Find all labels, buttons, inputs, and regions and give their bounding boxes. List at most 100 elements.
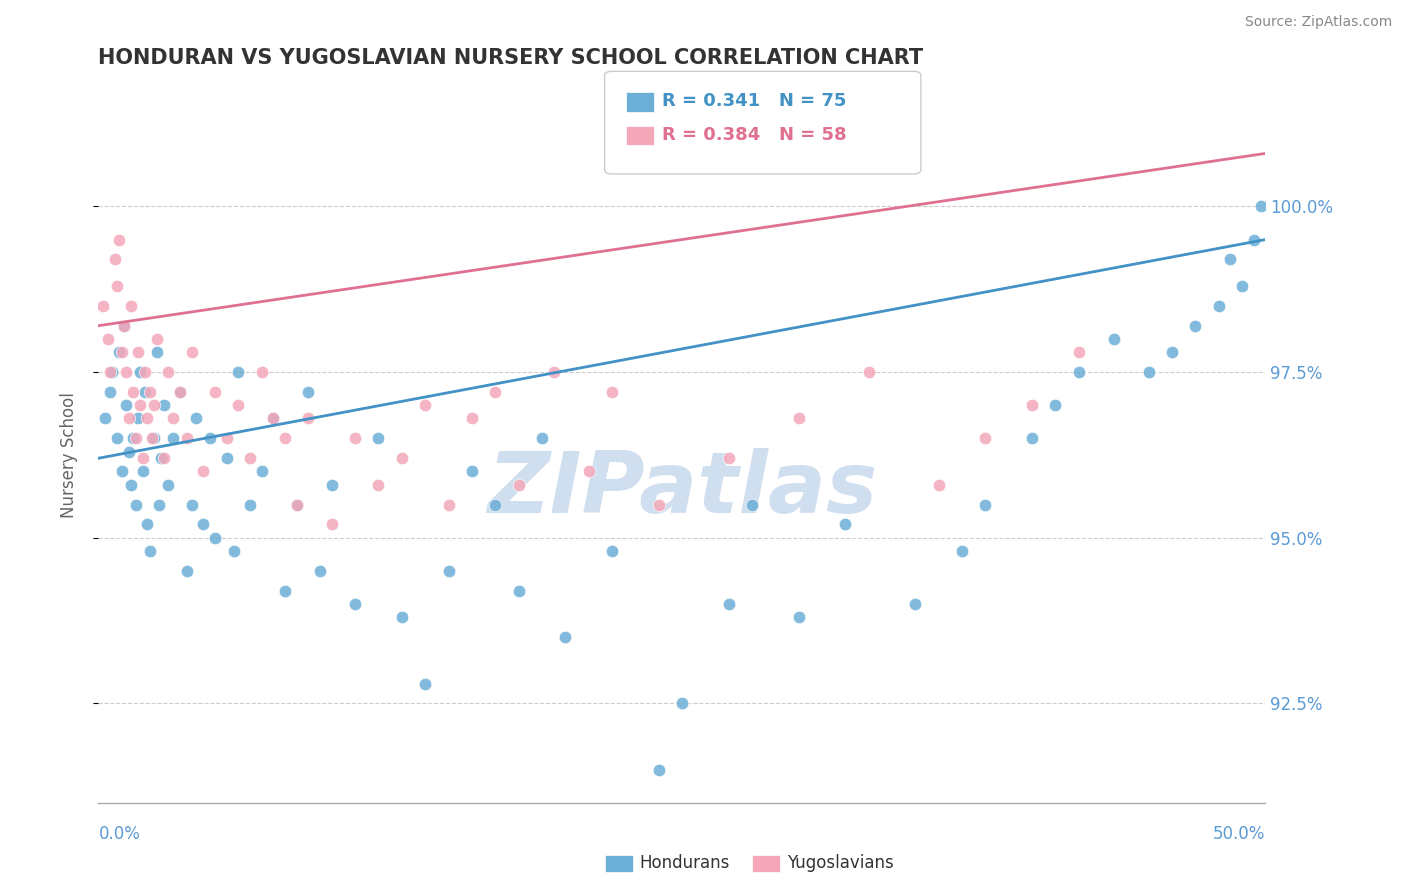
Point [215, 451, 238, 466]
Point [437, 564, 460, 578]
Point [309, 564, 332, 578]
Point [239, 451, 262, 466]
Point [600, 384, 623, 399]
Point [1250, 199, 1272, 213]
Point [122, 384, 145, 399]
Point [118, 444, 141, 458]
Point [146, 332, 169, 346]
Point [115, 365, 138, 379]
Point [974, 498, 997, 512]
Text: ZIPatlas: ZIPatlas [486, 448, 877, 532]
Point [139, 384, 162, 399]
Point [162, 431, 184, 445]
Point [413, 398, 436, 412]
Point [1102, 332, 1125, 346]
Point [215, 431, 238, 445]
Point [413, 676, 436, 690]
Point [141, 431, 163, 445]
Point [120, 299, 142, 313]
Point [274, 431, 297, 445]
Point [928, 477, 950, 491]
Point [134, 365, 156, 379]
Point [239, 498, 262, 512]
Point [120, 477, 142, 491]
Point [858, 365, 880, 379]
Point [169, 384, 191, 399]
Point [111, 345, 134, 359]
Point [578, 465, 600, 479]
Point [193, 465, 215, 479]
Point [904, 597, 927, 611]
Point [136, 517, 159, 532]
Point [146, 345, 169, 359]
Point [461, 411, 484, 425]
Y-axis label: Nursery School: Nursery School [59, 392, 77, 518]
Text: Hondurans: Hondurans [640, 855, 730, 872]
Point [484, 384, 506, 399]
Point [157, 477, 180, 491]
Point [98, 365, 121, 379]
Point [741, 498, 763, 512]
Text: HONDURAN VS YUGOSLAVIAN NURSERY SCHOOL CORRELATION CHART: HONDURAN VS YUGOSLAVIAN NURSERY SCHOOL C… [98, 48, 924, 68]
Point [200, 431, 222, 445]
Point [125, 498, 148, 512]
Point [321, 477, 343, 491]
Point [152, 398, 174, 412]
Point [834, 517, 856, 532]
Text: R = 0.341   N = 75: R = 0.341 N = 75 [662, 92, 846, 110]
Point [127, 411, 149, 425]
Point [250, 465, 273, 479]
Point [297, 384, 319, 399]
Point [391, 451, 413, 466]
Point [204, 531, 226, 545]
Point [974, 431, 997, 445]
Point [112, 318, 135, 333]
Point [787, 610, 810, 624]
Point [134, 384, 156, 399]
Point [148, 498, 170, 512]
Point [180, 498, 202, 512]
Point [647, 763, 669, 777]
Point [94, 411, 117, 425]
Point [508, 477, 530, 491]
Point [1219, 252, 1241, 267]
Point [508, 583, 530, 598]
Point [600, 544, 623, 558]
Point [297, 411, 319, 425]
Point [101, 365, 124, 379]
Point [129, 398, 152, 412]
Point [543, 365, 565, 379]
Point [162, 411, 184, 425]
Point [717, 597, 740, 611]
Point [344, 597, 367, 611]
Point [108, 233, 131, 247]
Point [1137, 365, 1160, 379]
Point [344, 431, 367, 445]
Point [250, 365, 273, 379]
Point [1161, 345, 1184, 359]
Point [169, 384, 191, 399]
Point [111, 465, 134, 479]
Point [222, 544, 245, 558]
Point [1067, 365, 1090, 379]
Text: Yugoslavians: Yugoslavians [787, 855, 894, 872]
Point [285, 498, 308, 512]
Point [129, 365, 152, 379]
Point [647, 498, 669, 512]
Point [367, 477, 389, 491]
Point [228, 398, 250, 412]
Point [108, 345, 131, 359]
Point [787, 411, 810, 425]
Point [391, 610, 413, 624]
Point [97, 332, 120, 346]
Point [98, 384, 121, 399]
Point [204, 384, 226, 399]
Point [139, 544, 162, 558]
Point [554, 630, 576, 644]
Point [262, 411, 284, 425]
Point [228, 365, 250, 379]
Point [118, 411, 141, 425]
Text: Source: ZipAtlas.com: Source: ZipAtlas.com [1244, 15, 1392, 29]
Point [285, 498, 308, 512]
Point [125, 431, 148, 445]
